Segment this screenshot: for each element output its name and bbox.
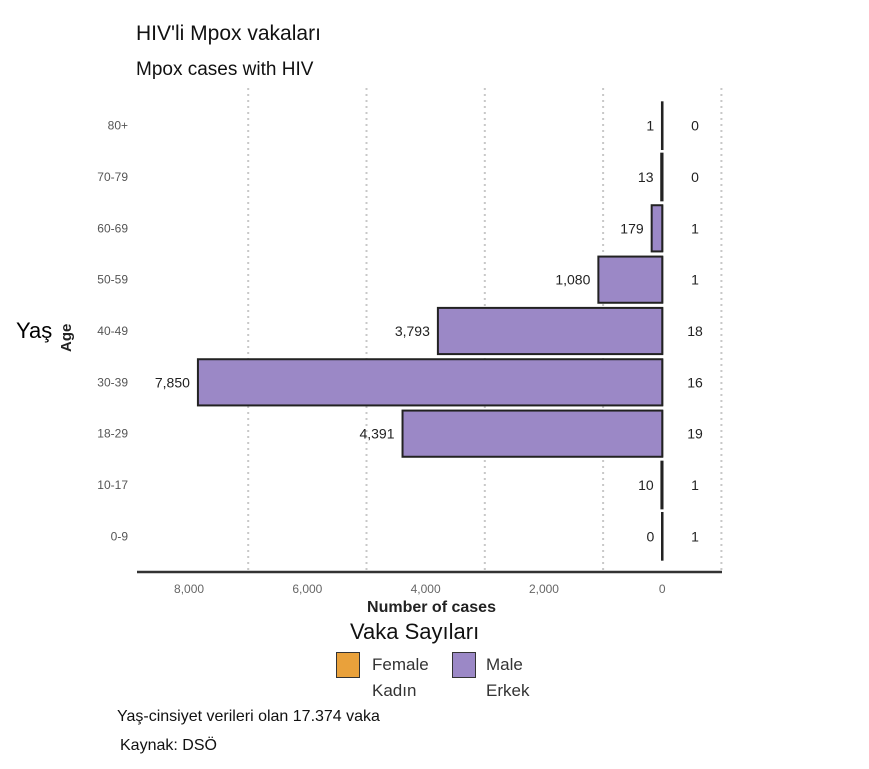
data-label-male: 4,391 <box>359 426 394 442</box>
bar-male <box>597 255 664 304</box>
legend-swatch-female <box>336 652 360 678</box>
y-tick-label: 40-49 <box>97 324 128 338</box>
data-label-female: 0 <box>691 169 699 185</box>
data-label-male: 1,080 <box>555 272 590 288</box>
legend-label-male: Male <box>486 655 523 674</box>
footer-note: Yaş-cinsiyet verileri olan 17.374 vaka <box>117 708 380 725</box>
y-tick-label: 80+ <box>108 119 128 133</box>
data-label-male: 13 <box>638 169 654 185</box>
x-tick-label: 8,000 <box>174 582 204 596</box>
y-tick-label: 10-17 <box>97 478 128 492</box>
data-label-male: 179 <box>620 220 644 236</box>
bar-female <box>661 256 664 304</box>
bar-female <box>661 102 664 150</box>
data-label-male: 0 <box>646 528 654 544</box>
data-label-female: 0 <box>691 118 699 134</box>
x-axis-label: Number of cases <box>367 599 496 616</box>
data-label-female: 16 <box>687 374 703 390</box>
y-axis-label-tr: Yaş <box>16 318 53 343</box>
x-tick-label: 6,000 <box>292 582 322 596</box>
data-label-female: 18 <box>687 323 703 339</box>
bar-male <box>401 409 664 458</box>
legend-swatch-male <box>452 652 476 678</box>
legend-label-female: Female <box>372 655 429 674</box>
y-tick-label: 50-59 <box>97 273 128 287</box>
bar-male <box>436 306 664 356</box>
legend-label-female-tr: Kadın <box>372 681 417 700</box>
bar-male <box>196 358 664 407</box>
data-label-male: 7,850 <box>155 374 190 390</box>
x-tick-label: 2,000 <box>529 582 559 596</box>
data-label-female: 1 <box>691 220 699 236</box>
y-tick-label: 0-9 <box>111 529 129 543</box>
chart-subtitle: Mpox cases with HIV <box>136 59 314 80</box>
y-tick-label: 30-39 <box>97 375 128 389</box>
data-label-female: 1 <box>691 272 699 288</box>
x-tick-label: 0 <box>659 582 666 596</box>
bar-female <box>661 307 664 355</box>
x-tick-label: 4,000 <box>411 582 441 596</box>
bar-female <box>661 153 664 201</box>
legend-label-male-tr: Erkek <box>486 681 530 700</box>
bar-female <box>661 461 664 509</box>
y-tick-label: 70-79 <box>97 170 128 184</box>
bar-male <box>650 204 664 253</box>
x-axis-label-tr: Vaka Sayıları <box>350 619 480 644</box>
bar-female <box>661 204 664 252</box>
data-label-male: 3,793 <box>395 323 430 339</box>
data-label-female: 1 <box>691 528 699 544</box>
data-label-female: 19 <box>687 426 703 442</box>
plot-area: 80+ 1 070-79 13 060-69 179 150-59 1,080 140-49 3,… <box>97 88 723 596</box>
x-axis-label-wrap: Number of cases <box>0 599 869 617</box>
y-tick-label: 18-29 <box>97 427 128 441</box>
data-label-male: 10 <box>638 477 654 493</box>
bar-female <box>661 410 664 458</box>
y-tick-label: 60-69 <box>97 221 128 235</box>
data-label-female: 1 <box>691 477 699 493</box>
bar-female <box>661 512 664 560</box>
bar-female <box>661 358 664 406</box>
data-label-male: 1 <box>646 118 654 134</box>
footer-source: Kaynak: DSÖ <box>120 737 217 754</box>
chart-title: HIV'li Mpox vakaları <box>136 22 321 45</box>
